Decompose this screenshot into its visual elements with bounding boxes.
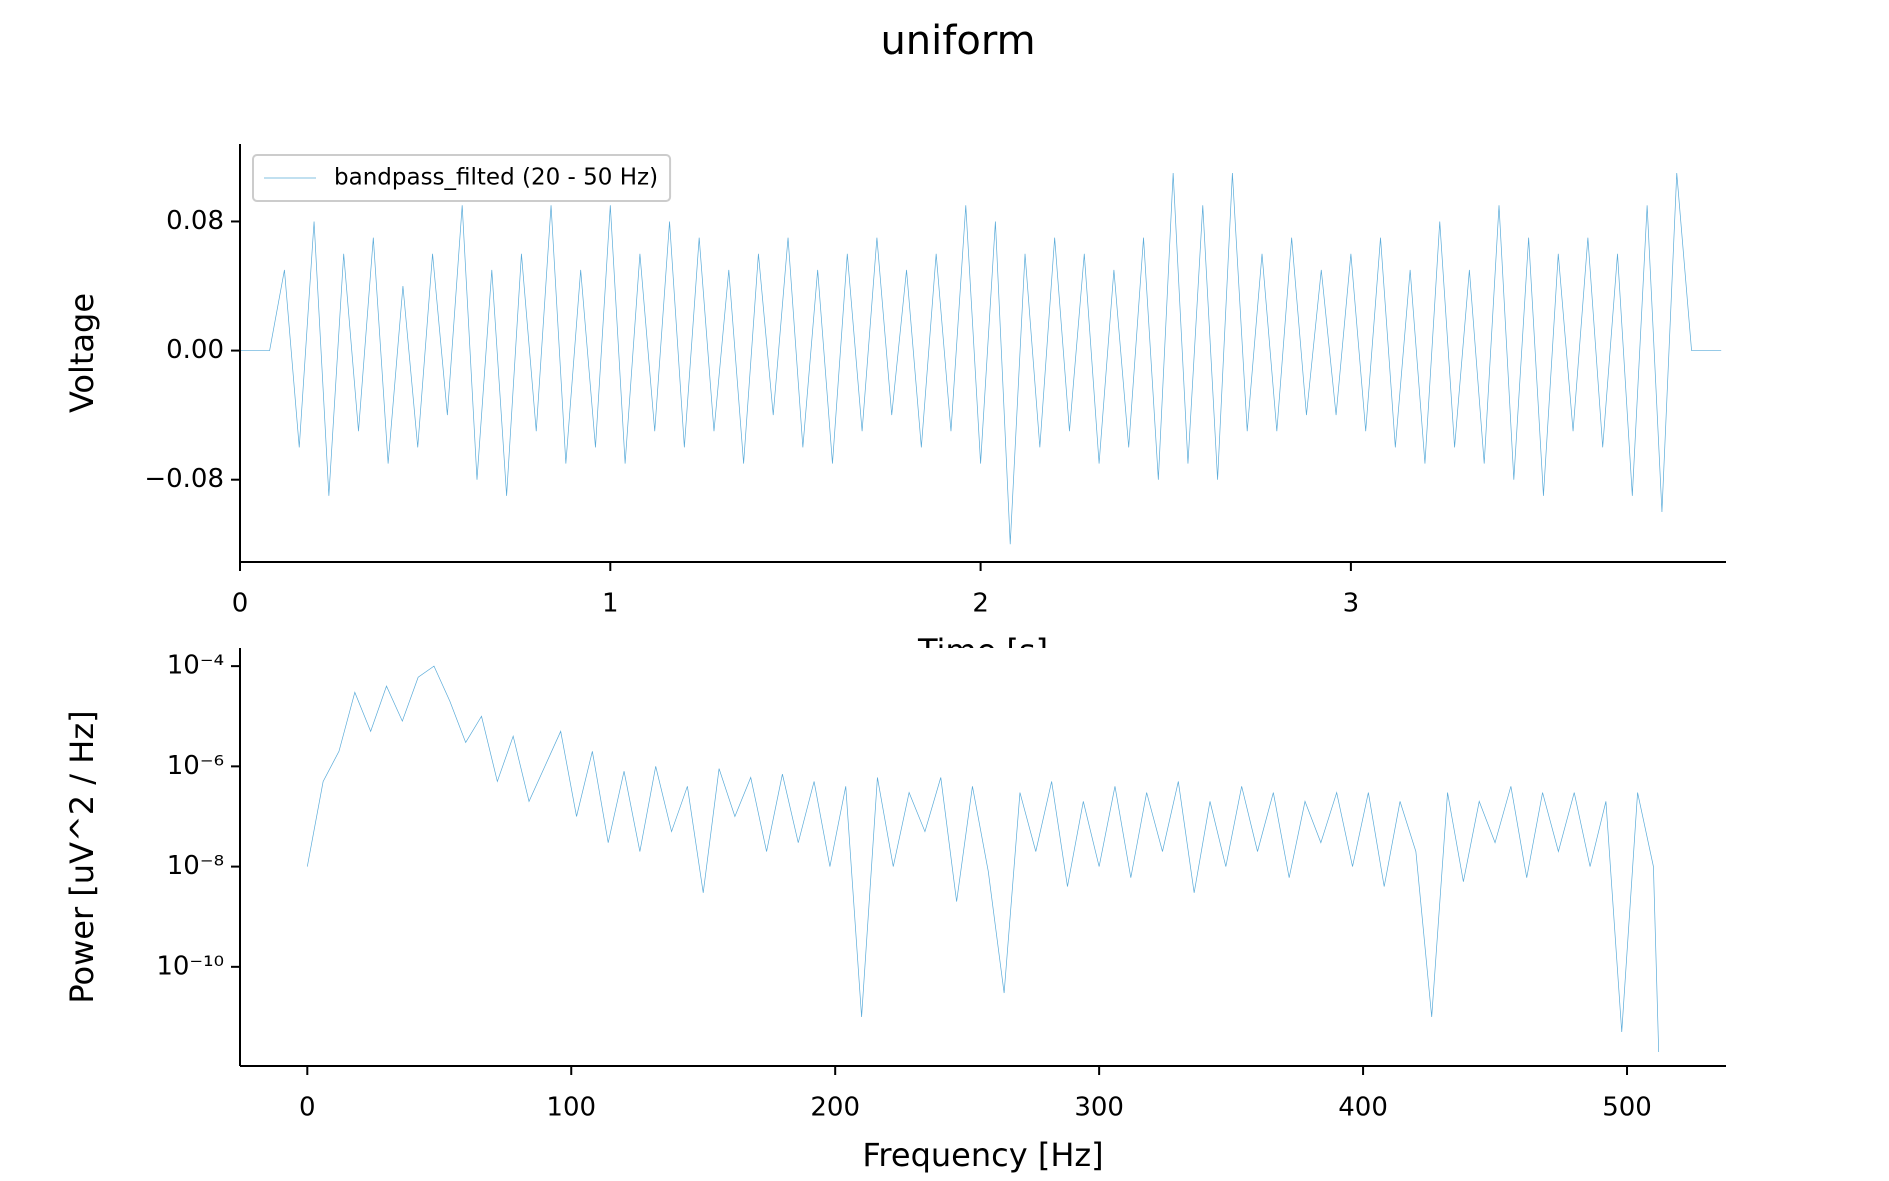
axes-background bbox=[240, 648, 1726, 1066]
x-tick-label: 100 bbox=[546, 1093, 596, 1123]
figure-title: uniform bbox=[880, 18, 1035, 64]
legend: bandpass_filted (20 - 50 Hz) bbox=[252, 154, 672, 202]
y-tick-label: 10⁻⁸ bbox=[167, 851, 224, 881]
y-tick-label: 10⁻⁴ bbox=[167, 651, 224, 681]
legend-box bbox=[252, 154, 672, 202]
x-tick-label: 0 bbox=[299, 1093, 316, 1123]
x-tick-label: 2 bbox=[972, 589, 989, 619]
x-tick-label: 1 bbox=[602, 589, 619, 619]
y-axis-label: Voltage bbox=[63, 293, 101, 413]
data-line bbox=[240, 173, 1722, 545]
x-tick-label: 3 bbox=[1343, 589, 1360, 619]
x-tick-label: 500 bbox=[1602, 1093, 1652, 1123]
y-tick-label: −0.08 bbox=[144, 464, 224, 494]
y-tick-label: 10⁻¹⁰ bbox=[156, 951, 224, 981]
x-axis-label: Frequency [Hz] bbox=[862, 1136, 1103, 1174]
y-tick-label: 0.08 bbox=[166, 206, 224, 236]
data-line bbox=[306, 665, 1660, 1052]
y-tick-label: 0.00 bbox=[166, 335, 224, 365]
x-tick-label: 200 bbox=[810, 1093, 860, 1123]
x-tick-label: 300 bbox=[1074, 1093, 1124, 1123]
legend-label: bandpass_filted (20 - 50 Hz) bbox=[334, 165, 658, 191]
x-tick-label: 0 bbox=[232, 589, 249, 619]
axes-background bbox=[240, 144, 1726, 562]
y-tick-label: 10⁻⁶ bbox=[167, 751, 224, 781]
x-tick-label: 400 bbox=[1338, 1093, 1388, 1123]
y-axis-label: Power [uV^2 / Hz] bbox=[63, 710, 101, 1003]
